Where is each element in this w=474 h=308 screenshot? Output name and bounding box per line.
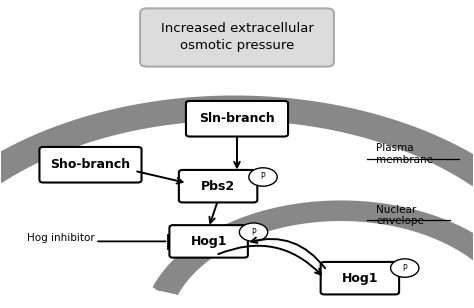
Text: Increased extracellular
osmotic pressure: Increased extracellular osmotic pressure [161,22,313,52]
Text: P: P [261,172,265,181]
FancyBboxPatch shape [39,147,142,183]
Polygon shape [0,100,474,308]
Text: Hog1: Hog1 [342,272,378,285]
Text: Pbs2: Pbs2 [201,180,235,193]
Text: Hog1: Hog1 [191,235,227,248]
FancyBboxPatch shape [320,262,399,294]
Circle shape [391,259,419,277]
Circle shape [249,168,277,186]
Circle shape [239,223,268,241]
Text: P: P [402,264,407,273]
FancyBboxPatch shape [186,101,288,136]
FancyBboxPatch shape [179,170,257,202]
FancyBboxPatch shape [169,225,248,257]
Text: Plasma
membrane: Plasma membrane [376,143,433,165]
FancyBboxPatch shape [140,8,334,67]
Text: Sho-branch: Sho-branch [50,158,130,171]
Polygon shape [156,205,474,308]
Text: P: P [251,228,256,237]
Text: Sln-branch: Sln-branch [199,112,275,125]
Text: Nuclear
envelope: Nuclear envelope [376,205,424,226]
Text: Hog inhibitor: Hog inhibitor [27,233,94,243]
